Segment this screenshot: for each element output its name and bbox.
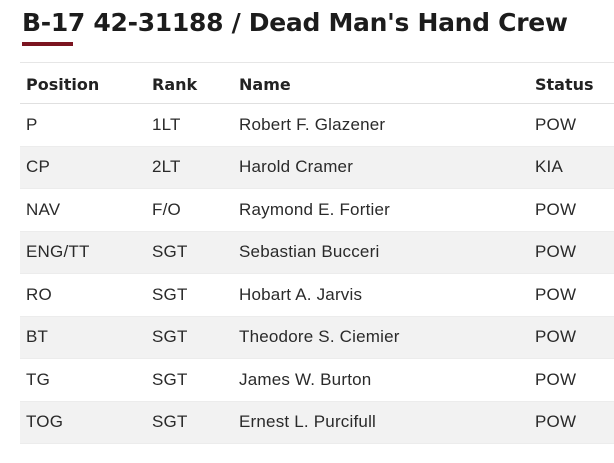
cell-position: BT xyxy=(26,327,49,347)
table-row: TOG SGT Ernest L. Purcifull POW xyxy=(20,401,614,444)
cell-status: POW xyxy=(535,242,577,262)
cell-position: TG xyxy=(26,369,51,389)
cell-status: POW xyxy=(535,199,577,219)
cell-status: POW xyxy=(535,412,577,432)
cell-rank: SGT xyxy=(152,327,188,347)
cell-rank: F/O xyxy=(152,199,181,219)
table-row: NAV F/O Raymond E. Fortier POW xyxy=(20,189,614,231)
cell-name: Theodore S. Ciemier xyxy=(239,327,400,347)
cell-position: TOG xyxy=(26,412,64,432)
cell-position: CP xyxy=(26,157,51,177)
header-status: Status xyxy=(535,74,594,94)
cell-status: POW xyxy=(535,284,577,304)
page-title: B-17 42-31188 / Dead Man's Hand Crew xyxy=(22,8,568,37)
cell-status: KIA xyxy=(535,157,564,177)
table-row: TG SGT James W. Burton POW xyxy=(20,359,614,401)
cell-name: Robert F. Glazener xyxy=(239,114,386,134)
cell-position: ENG/TT xyxy=(26,242,90,262)
cell-position: NAV xyxy=(26,199,61,219)
cell-name: Sebastian Bucceri xyxy=(239,242,380,262)
table-header-row: Position Rank Name Status xyxy=(20,62,614,104)
table-row: RO SGT Hobart A. Jarvis POW xyxy=(20,274,614,316)
cell-rank: SGT xyxy=(152,369,188,389)
cell-status: POW xyxy=(535,327,577,347)
cell-name: Ernest L. Purcifull xyxy=(239,412,377,432)
cell-rank: SGT xyxy=(152,412,188,432)
cell-status: POW xyxy=(535,114,577,134)
cell-rank: 1LT xyxy=(152,114,181,134)
cell-rank: 2LT xyxy=(152,157,181,177)
cell-name: Harold Cramer xyxy=(239,157,354,177)
table-row: BT SGT Theodore S. Ciemier POW xyxy=(20,316,614,359)
cell-name: Hobart A. Jarvis xyxy=(239,284,363,304)
cell-name: Raymond E. Fortier xyxy=(239,199,390,219)
header-rank: Rank xyxy=(152,74,198,94)
cell-name: James W. Burton xyxy=(239,369,372,389)
cell-status: POW xyxy=(535,369,577,389)
table-row: CP 2LT Harold Cramer KIA xyxy=(20,146,614,189)
cell-position: RO xyxy=(26,284,52,304)
table-row: ENG/TT SGT Sebastian Bucceri POW xyxy=(20,231,614,274)
cell-rank: SGT xyxy=(152,284,188,304)
crew-table: Position Rank Name Status P 1LT Robert F… xyxy=(20,62,614,444)
table-row: P 1LT Robert F. Glazener POW xyxy=(20,104,614,146)
cell-rank: SGT xyxy=(152,242,188,262)
title-underline xyxy=(22,42,73,46)
header-position: Position xyxy=(26,74,100,94)
header-name: Name xyxy=(239,74,291,94)
cell-position: P xyxy=(26,114,38,134)
